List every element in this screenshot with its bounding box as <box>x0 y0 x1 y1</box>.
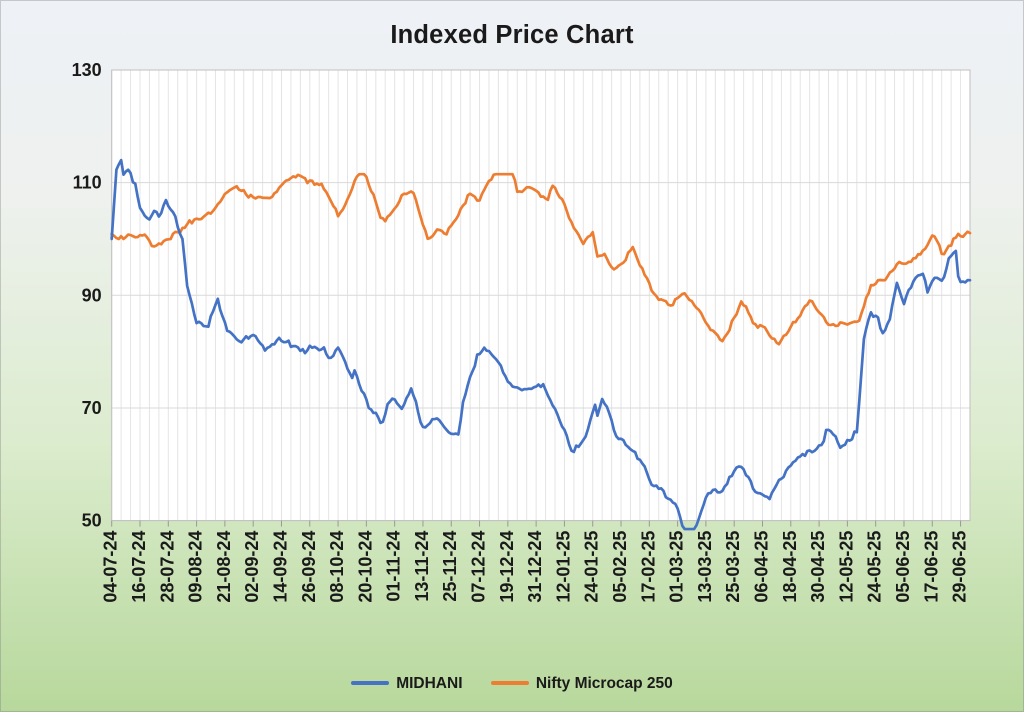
svg-text:17-02-25: 17-02-25 <box>638 531 658 603</box>
svg-text:21-08-24: 21-08-24 <box>214 531 234 603</box>
svg-text:05-06-25: 05-06-25 <box>893 531 913 603</box>
svg-text:20-10-24: 20-10-24 <box>355 531 375 603</box>
svg-text:16-07-24: 16-07-24 <box>129 531 149 603</box>
svg-text:90: 90 <box>82 285 102 305</box>
svg-text:02-09-24: 02-09-24 <box>242 531 262 603</box>
svg-text:25-11-24: 25-11-24 <box>440 531 460 602</box>
svg-text:12-05-25: 12-05-25 <box>836 531 856 603</box>
svg-text:14-09-24: 14-09-24 <box>270 531 290 603</box>
svg-text:04-07-24: 04-07-24 <box>101 531 121 603</box>
svg-text:24-01-25: 24-01-25 <box>582 531 602 603</box>
svg-text:19-12-24: 19-12-24 <box>497 531 517 603</box>
svg-text:13-11-24: 13-11-24 <box>412 531 432 602</box>
svg-text:05-02-25: 05-02-25 <box>610 531 630 603</box>
svg-text:30-04-25: 30-04-25 <box>808 531 828 603</box>
svg-text:12-01-25: 12-01-25 <box>553 531 573 603</box>
svg-text:13-03-25: 13-03-25 <box>695 531 715 603</box>
svg-text:08-10-24: 08-10-24 <box>327 531 347 603</box>
svg-text:50: 50 <box>82 511 102 531</box>
svg-text:26-09-24: 26-09-24 <box>299 531 319 603</box>
svg-text:130: 130 <box>72 60 102 80</box>
svg-text:110: 110 <box>73 173 102 193</box>
svg-text:07-12-24: 07-12-24 <box>469 531 489 603</box>
svg-text:29-06-25: 29-06-25 <box>950 531 970 603</box>
svg-text:31-12-24: 31-12-24 <box>525 531 545 603</box>
svg-text:01-11-24: 01-11-24 <box>384 531 404 602</box>
svg-text:28-07-24: 28-07-24 <box>157 531 177 603</box>
svg-text:06-04-25: 06-04-25 <box>752 531 772 603</box>
svg-text:17-06-25: 17-06-25 <box>921 531 941 603</box>
svg-text:70: 70 <box>82 398 102 418</box>
svg-text:09-08-24: 09-08-24 <box>186 531 206 603</box>
svg-text:18-04-25: 18-04-25 <box>780 531 800 603</box>
svg-text:01-03-25: 01-03-25 <box>667 531 687 603</box>
svg-text:25-03-25: 25-03-25 <box>723 531 743 603</box>
svg-text:24-05-25: 24-05-25 <box>865 531 885 603</box>
